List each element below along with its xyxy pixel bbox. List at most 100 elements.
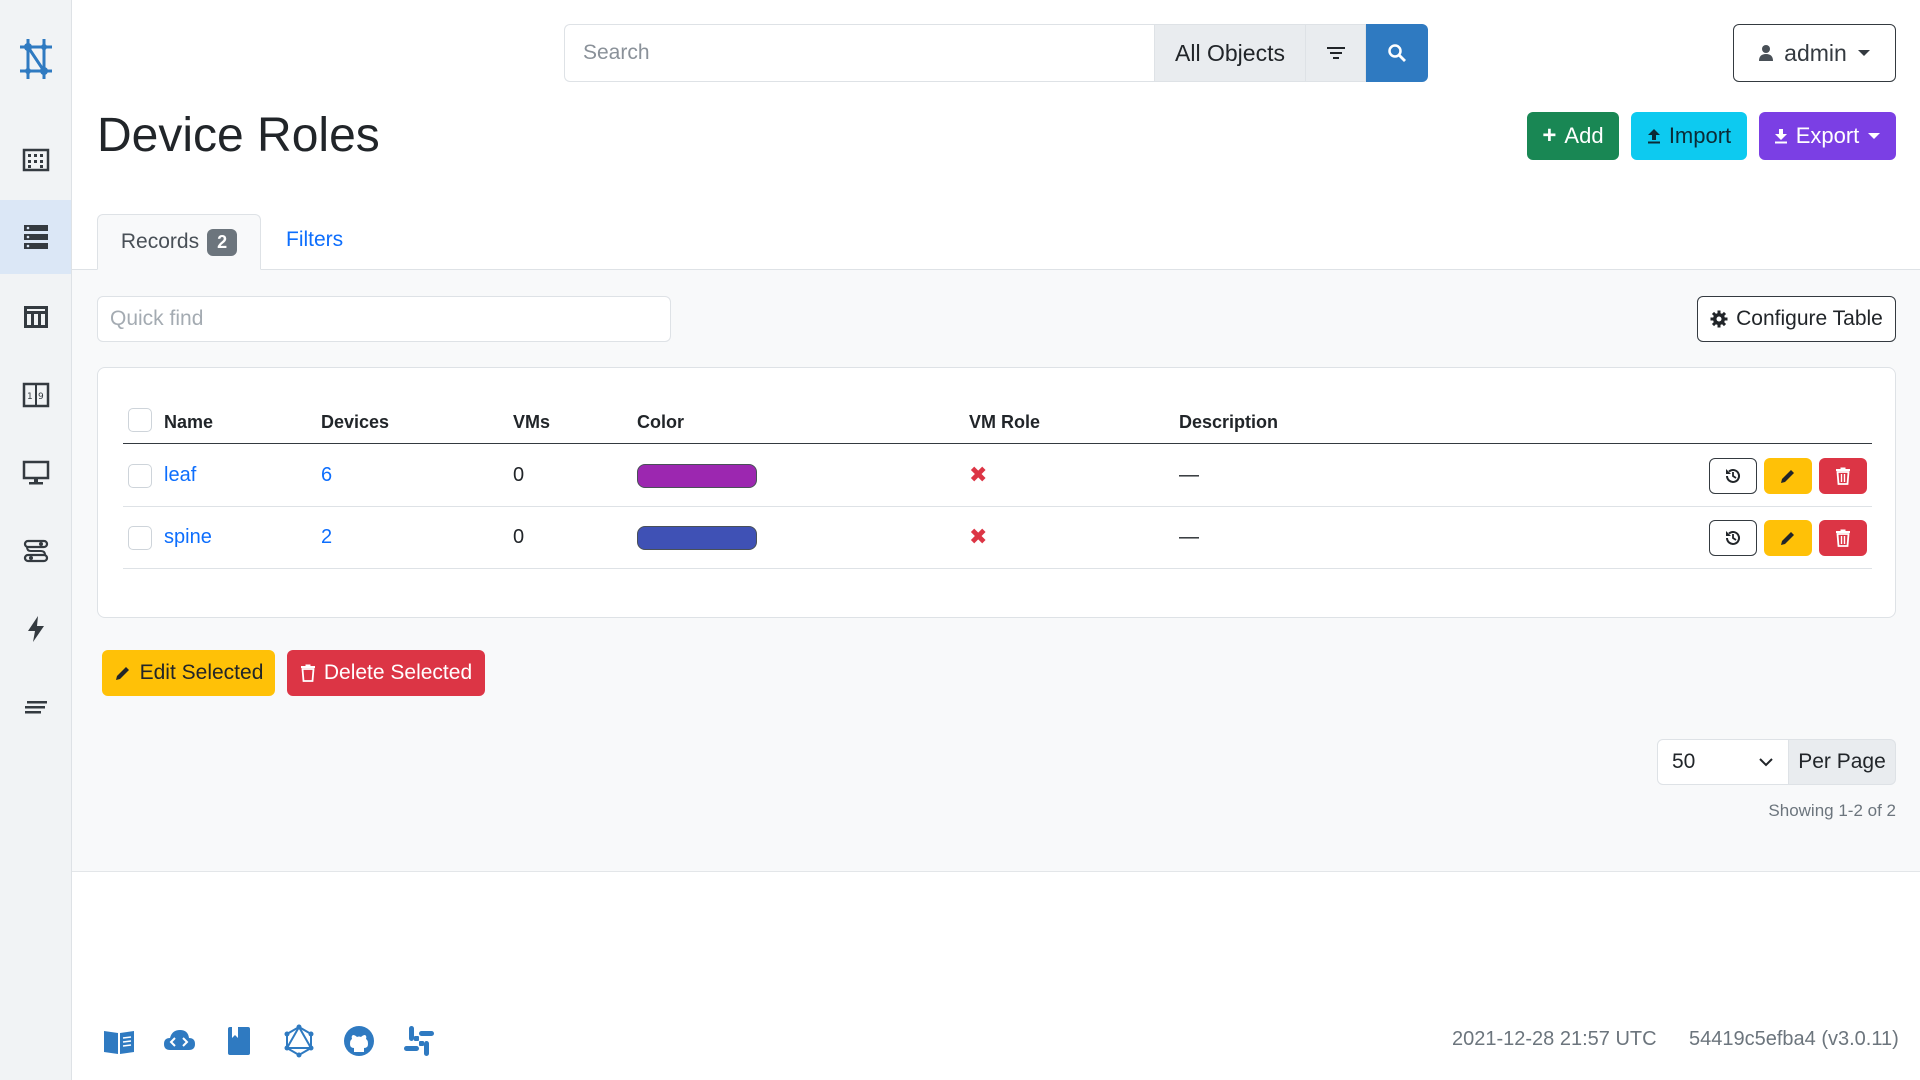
export-button[interactable]: Export (1759, 112, 1896, 160)
per-page-control: 50 Per Page (1657, 739, 1896, 785)
sidebar-item-circuits[interactable] (0, 514, 71, 588)
user-name: admin (1784, 39, 1847, 66)
nautobot-logo-icon[interactable] (12, 35, 60, 83)
server-rack-icon (23, 225, 48, 249)
column-header-devices[interactable]: Devices (321, 412, 390, 432)
configure-table-button[interactable]: Configure Table (1697, 296, 1896, 342)
sidebar-item-ipam[interactable]: 1 9 (0, 358, 71, 432)
filter-icon (1326, 47, 1345, 59)
tabs-divider (72, 269, 1920, 270)
history-icon (1726, 530, 1740, 545)
pencil-icon (1781, 532, 1794, 545)
trash-icon (1836, 529, 1850, 547)
book-icon[interactable] (222, 1024, 256, 1058)
select-all-checkbox[interactable] (128, 408, 152, 432)
gear-icon (1710, 310, 1728, 328)
ipam-icon: 1 9 (22, 382, 49, 408)
sidebar-item-jobs[interactable] (0, 592, 71, 666)
sidebar: 1 9 (0, 0, 72, 1080)
delete-selected-label: Delete Selected (323, 661, 473, 684)
quick-find-input[interactable] (97, 296, 671, 342)
chevron-down-icon (1857, 50, 1870, 56)
edit-selected-button[interactable]: Edit Selected (102, 650, 275, 696)
upload-icon (1647, 129, 1660, 144)
changelog-button[interactable] (1709, 458, 1757, 494)
color-swatch (637, 526, 757, 550)
table-card: Name Devices VMs Color VM Role Descripti… (97, 367, 1896, 618)
row-checkbox[interactable] (128, 526, 152, 550)
search-button[interactable] (1366, 24, 1428, 82)
chevron-down-icon (1868, 133, 1881, 139)
sidebar-item-organization[interactable] (0, 122, 71, 196)
import-button-label: Import (1668, 123, 1732, 148)
configure-table-label: Configure Table (1736, 307, 1883, 330)
svg-text:9: 9 (38, 392, 44, 402)
table-row (123, 445, 1872, 507)
global-search: All Objects (564, 24, 1428, 82)
page-title: Device Roles (97, 109, 380, 162)
role-name-link[interactable]: spine (164, 526, 212, 548)
description-value: — (1179, 526, 1199, 548)
edit-button[interactable] (1764, 520, 1812, 556)
edit-selected-label: Edit Selected (139, 661, 264, 684)
color-swatch (637, 464, 757, 488)
chevron-down-icon (1759, 758, 1773, 767)
docs-icon[interactable] (102, 1024, 136, 1058)
changelog-button[interactable] (1709, 520, 1757, 556)
edit-button[interactable] (1764, 458, 1812, 494)
cloud-api-icon[interactable] (162, 1024, 196, 1058)
column-header-vms[interactable]: VMs (513, 412, 551, 432)
slack-icon[interactable] (402, 1024, 436, 1058)
sidebar-item-virtualization[interactable] (0, 436, 71, 510)
plus-icon: + (1542, 122, 1557, 149)
graphql-icon[interactable] (282, 1024, 316, 1058)
column-header-vm-role[interactable]: VM Role (969, 412, 1041, 432)
search-icon (1388, 44, 1406, 62)
user-menu-button[interactable]: admin (1733, 24, 1896, 82)
delete-button[interactable] (1819, 458, 1867, 494)
delete-selected-button[interactable]: Delete Selected (287, 650, 485, 696)
row-checkbox[interactable] (128, 464, 152, 488)
description-value: — (1179, 464, 1199, 486)
pagination-summary: Showing 1-2 of 2 (1768, 801, 1896, 820)
per-page-label: Per Page (1789, 739, 1896, 785)
svg-text:1: 1 (27, 392, 33, 402)
footer-links (102, 1024, 436, 1058)
lightning-icon (27, 616, 44, 642)
vms-count: 0 (513, 464, 525, 486)
footer-timestamp: 2021-12-28 21:57 UTC (1452, 1028, 1657, 1050)
import-button[interactable]: Import (1631, 112, 1747, 160)
vms-count: 0 (513, 526, 525, 548)
vm-role-false-icon: ✖ (969, 462, 988, 487)
pencil-icon (115, 667, 129, 680)
search-scope-dropdown[interactable]: All Objects (1154, 24, 1306, 82)
column-header-color[interactable]: Color (637, 412, 684, 432)
tab-filters[interactable]: Filters (286, 228, 344, 251)
search-input[interactable] (564, 24, 1154, 82)
delete-button[interactable] (1819, 520, 1867, 556)
monitor-icon (22, 460, 49, 485)
column-header-name[interactable]: Name (164, 412, 214, 432)
tab-records[interactable]: Records 2 (97, 214, 261, 270)
tab-records-label: Records (120, 230, 200, 253)
records-count-badge: 2 (207, 228, 238, 256)
per-page-select[interactable]: 50 (1657, 739, 1789, 785)
table-row (123, 507, 1872, 569)
lines-icon (24, 701, 47, 714)
devices-count-link[interactable]: 6 (321, 464, 333, 486)
search-filter-button[interactable] (1306, 24, 1366, 82)
github-icon[interactable] (342, 1024, 376, 1058)
sidebar-item-dcim[interactable] (0, 280, 71, 354)
sidebar-item-devices[interactable] (0, 200, 71, 274)
trash-icon (300, 664, 315, 682)
search-scope-label: All Objects (1175, 39, 1285, 66)
role-name-link[interactable]: leaf (164, 464, 197, 486)
column-header-description[interactable]: Description (1179, 412, 1279, 432)
add-button-label: Add (1564, 123, 1604, 148)
add-button[interactable]: + Add (1527, 112, 1619, 160)
sidebar-item-extensibility[interactable] (0, 670, 71, 744)
devices-count-link[interactable]: 2 (321, 526, 333, 548)
download-icon (1774, 129, 1787, 144)
circuits-icon (23, 539, 48, 563)
footer-version: 54419c5efba4 (v3.0.11) (1689, 1028, 1899, 1050)
